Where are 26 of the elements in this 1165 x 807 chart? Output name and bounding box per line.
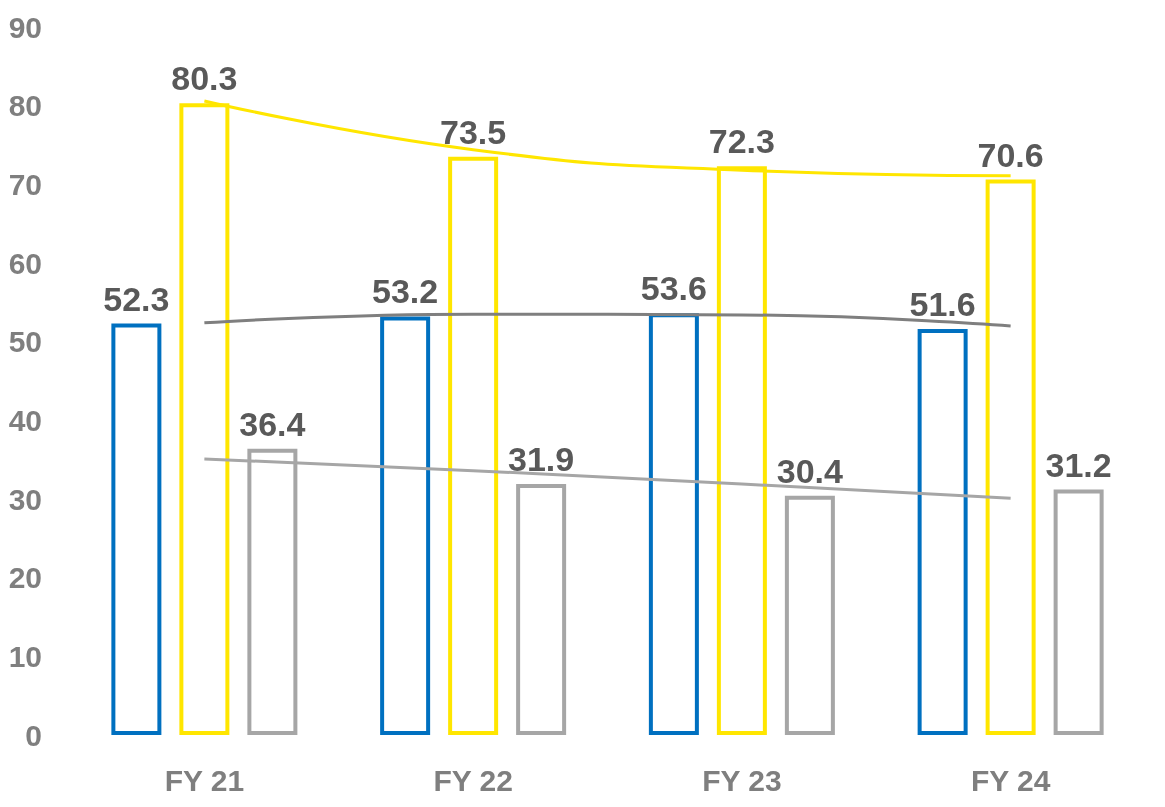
data-label: 80.3 [171, 59, 238, 98]
data-label: 36.4 [239, 404, 306, 443]
y-tick-label: 20 [8, 561, 42, 595]
x-tick-label: FY 22 [433, 763, 513, 797]
data-label: 72.3 [708, 122, 775, 161]
data-label: 30.4 [776, 451, 844, 490]
data-label: 53.6 [640, 269, 707, 308]
data-label: 73.5 [440, 112, 507, 151]
x-tick-label: FY 21 [164, 763, 245, 797]
y-tick-label: 60 [8, 246, 42, 280]
data-label: 70.6 [977, 135, 1044, 174]
y-tick-label: 10 [8, 639, 42, 673]
data-label: 51.6 [909, 285, 976, 324]
data-label: 52.3 [103, 279, 170, 318]
y-tick-label: 80 [8, 89, 42, 123]
y-tick-label: 40 [8, 403, 42, 437]
y-tick-label: 50 [8, 325, 42, 359]
x-tick-label: FY 24 [970, 763, 1051, 797]
y-tick-label: 0 [25, 718, 42, 752]
data-label: 31.2 [1045, 445, 1112, 484]
x-tick-label: FY 23 [702, 763, 782, 797]
y-tick-label: 30 [8, 482, 42, 516]
y-tick-label: 70 [8, 167, 42, 201]
y-tick-label: 90 [8, 10, 42, 44]
data-label: 53.2 [372, 272, 439, 311]
data-label: 31.9 [508, 440, 575, 479]
